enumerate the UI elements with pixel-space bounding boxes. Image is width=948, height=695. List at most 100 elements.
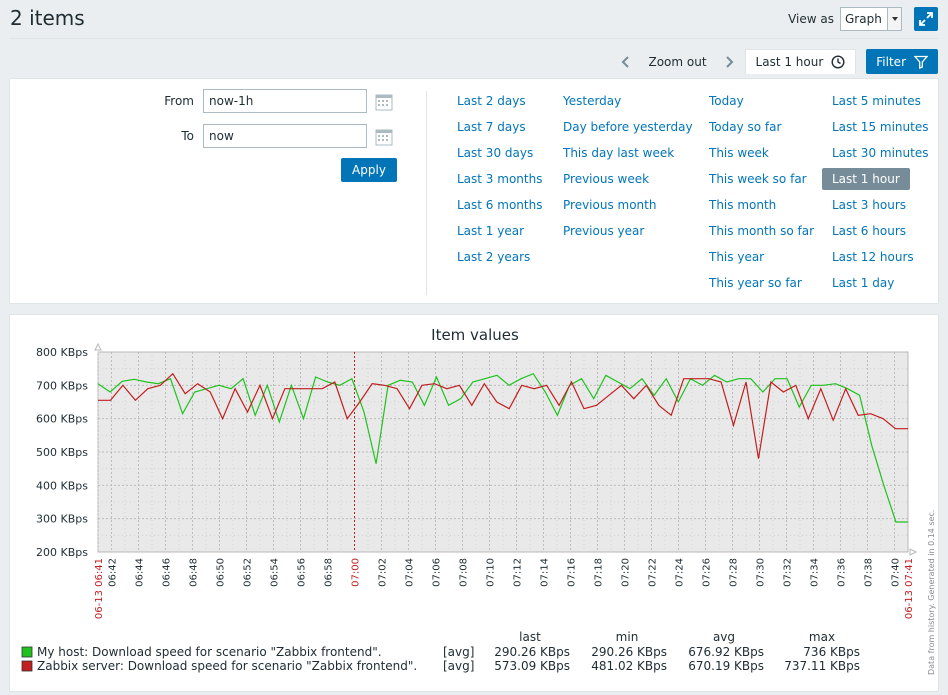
quick-range-link[interactable]: This year bbox=[709, 250, 765, 264]
series-line bbox=[98, 372, 908, 459]
calendar-icon[interactable] bbox=[375, 128, 393, 146]
x-tick-label: 07:38 bbox=[864, 558, 875, 587]
quick-range-link[interactable]: Yesterday bbox=[563, 94, 622, 108]
quick-range-link[interactable]: Last 30 minutes bbox=[832, 146, 929, 160]
quick-range-link[interactable]: Last 6 months bbox=[457, 198, 543, 212]
quick-range-link[interactable]: Last 1 year bbox=[457, 224, 525, 238]
quick-range-link[interactable]: Last 12 hours bbox=[832, 250, 914, 264]
x-tick-label: 07:30 bbox=[756, 558, 767, 587]
quick-range-link[interactable]: This year so far bbox=[709, 276, 802, 290]
x-tick-label: 06:54 bbox=[270, 558, 281, 587]
quick-range-link[interactable]: Last 7 days bbox=[457, 120, 526, 134]
legend-header: max bbox=[809, 630, 835, 644]
quick-range-link[interactable]: This month so far bbox=[709, 224, 815, 238]
x-tick-label: 07:18 bbox=[594, 558, 605, 587]
legend-func: [avg] bbox=[443, 645, 474, 659]
y-tick-label: 200 KBps bbox=[36, 546, 88, 559]
x-tick-label: 07:08 bbox=[459, 558, 470, 587]
tab-time-period[interactable]: Last 1 hour bbox=[744, 49, 857, 74]
graph-panel: Item values 800 KBps 700 KBps 600 KBps 500 K… bbox=[9, 314, 939, 692]
x-tick-label: 07:00 bbox=[351, 558, 362, 587]
x-tick-label: 06:46 bbox=[162, 558, 173, 587]
quick-range-link[interactable]: Last 2 years bbox=[457, 250, 531, 264]
quick-range-link[interactable]: Last 2 days bbox=[457, 94, 526, 108]
quick-range-link[interactable]: Last 1 hour bbox=[822, 168, 910, 190]
quick-range-link[interactable]: Today bbox=[709, 94, 744, 108]
legend-swatch bbox=[21, 660, 33, 672]
x-tick-label: 07:34 bbox=[810, 558, 821, 587]
zoom-out-button[interactable]: Zoom out bbox=[648, 54, 707, 69]
view-as-label: View as bbox=[788, 12, 834, 26]
chevron-right-icon bbox=[725, 55, 733, 68]
tab-filter[interactable]: Filter bbox=[866, 49, 938, 74]
legend-value-last: 573.09 KBps bbox=[494, 659, 570, 673]
fullscreen-button[interactable] bbox=[914, 7, 938, 31]
view-as-value: Graph bbox=[845, 12, 882, 26]
quick-range-link[interactable]: Last 6 hours bbox=[832, 224, 906, 238]
quick-range-link[interactable]: Previous year bbox=[563, 224, 645, 238]
x-tick-label: 06:58 bbox=[324, 558, 335, 587]
chevron-down-icon bbox=[887, 8, 901, 30]
quick-range-link[interactable]: Last 30 days bbox=[457, 146, 534, 160]
page-title: 2 items bbox=[10, 6, 85, 30]
quick-range-link[interactable]: Last 3 hours bbox=[832, 198, 906, 212]
y-tick-label: 300 KBps bbox=[36, 513, 88, 526]
quick-range-link[interactable]: Day before yesterday bbox=[563, 120, 693, 134]
quick-range-link[interactable]: Last 5 minutes bbox=[832, 94, 921, 108]
legend-value-min: 290.26 KBps bbox=[591, 645, 667, 659]
quick-range-link[interactable]: Previous week bbox=[563, 172, 650, 186]
header-divider bbox=[10, 38, 938, 39]
view-as-control: View as Graph bbox=[788, 7, 902, 31]
quick-range-link[interactable]: This month bbox=[709, 198, 777, 212]
quick-range-link[interactable]: This week bbox=[709, 146, 769, 160]
legend-value-last: 290.26 KBps bbox=[494, 645, 570, 659]
chevron-left-icon bbox=[622, 55, 630, 68]
clock-icon bbox=[831, 55, 845, 69]
legend-func: [avg] bbox=[443, 659, 474, 673]
x-tick-label: 07:28 bbox=[729, 558, 740, 587]
x-tick-label: 06:42 bbox=[108, 558, 119, 587]
x-tick-label: 07:02 bbox=[378, 558, 389, 587]
filter-divider bbox=[426, 91, 427, 295]
x-tick-label: 07:10 bbox=[486, 558, 497, 587]
y-tick-label: 800 KBps bbox=[36, 346, 88, 359]
quick-range-link[interactable]: Last 1 day bbox=[832, 276, 895, 290]
legend-series-name: My host: Download speed for scenario "Za… bbox=[37, 645, 382, 659]
y-axis-arrow bbox=[94, 342, 102, 351]
legend-value-max: 737.11 KBps bbox=[784, 659, 860, 673]
x-tick-label: 07:04 bbox=[405, 558, 416, 587]
to-input[interactable]: now bbox=[203, 124, 367, 148]
apply-button[interactable]: Apply bbox=[341, 158, 397, 182]
quick-range-link[interactable]: This day last week bbox=[563, 146, 675, 160]
x-tick-label: 06:48 bbox=[189, 558, 200, 587]
x-tick-label: 07:40 bbox=[891, 558, 902, 587]
view-as-select[interactable]: Graph bbox=[840, 7, 902, 31]
quick-range-link[interactable]: Last 15 minutes bbox=[832, 120, 929, 134]
y-tick-label: 700 KBps bbox=[36, 379, 88, 392]
calendar-icon[interactable] bbox=[375, 93, 393, 111]
legend-value-avg: 670.19 KBps bbox=[688, 659, 764, 673]
legend-value-avg: 676.92 KBps bbox=[688, 645, 764, 659]
graph-chart: Item values 800 KBps 700 KBps 600 KBps 500 K… bbox=[21, 326, 936, 675]
legend-header: avg bbox=[713, 630, 735, 644]
from-input[interactable]: now-1h bbox=[203, 89, 367, 113]
fullscreen-icon bbox=[919, 12, 933, 26]
graph-side-note: Data from history. Generated in 0.14 sec… bbox=[927, 510, 936, 675]
x-tick-label: 07:14 bbox=[540, 558, 551, 587]
previous-period-button[interactable] bbox=[614, 49, 638, 74]
x-tick-label: 07:20 bbox=[621, 558, 632, 587]
time-tabs: Zoom out Last 1 hour Filter bbox=[614, 49, 938, 74]
legend-header: last bbox=[519, 630, 541, 644]
legend-header: min bbox=[616, 630, 639, 644]
x-tick-label: 07:36 bbox=[837, 558, 848, 587]
quick-range-link[interactable]: Today so far bbox=[709, 120, 782, 134]
x-end-label: 06-13 07:41 bbox=[904, 558, 915, 619]
next-period-button[interactable] bbox=[717, 49, 741, 74]
quick-range-link[interactable]: This week so far bbox=[709, 172, 807, 186]
quick-range-link[interactable]: Previous month bbox=[563, 198, 657, 212]
legend-value-min: 481.02 KBps bbox=[591, 659, 667, 673]
x-tick-label: 06:52 bbox=[243, 558, 254, 587]
quick-range-link[interactable]: Last 3 months bbox=[457, 172, 543, 186]
x-tick-label: 06:44 bbox=[135, 558, 146, 587]
x-tick-label: 07:12 bbox=[513, 558, 524, 587]
